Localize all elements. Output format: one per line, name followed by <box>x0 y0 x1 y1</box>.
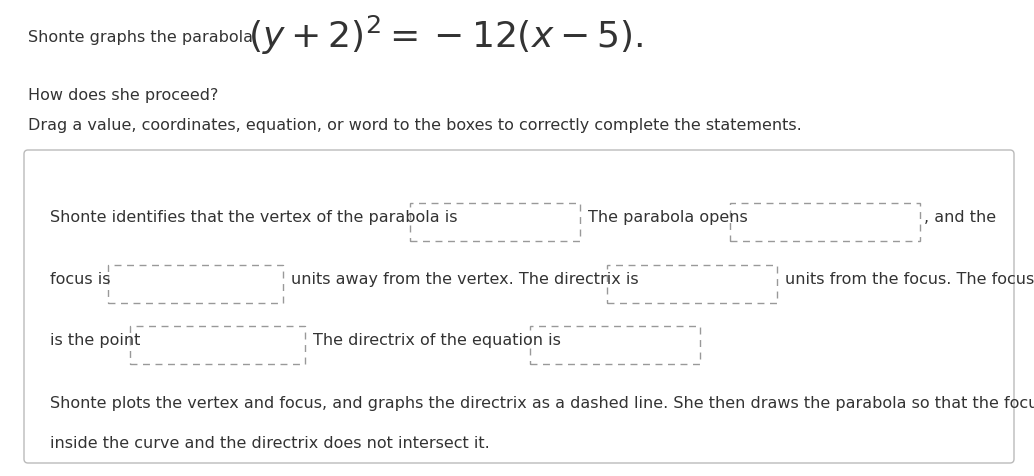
Text: focus is: focus is <box>50 271 111 287</box>
Bar <box>130 327 305 364</box>
FancyBboxPatch shape <box>24 151 1014 463</box>
Text: The parabola opens: The parabola opens <box>588 209 748 225</box>
Text: Shonte graphs the parabola: Shonte graphs the parabola <box>28 30 253 45</box>
Bar <box>730 204 920 241</box>
Text: The directrix of the equation is: The directrix of the equation is <box>313 332 560 347</box>
Text: Shonte plots the vertex and focus, and graphs the directrix as a dashed line. Sh: Shonte plots the vertex and focus, and g… <box>50 395 1034 410</box>
Text: units from the focus. The focus: units from the focus. The focus <box>785 271 1034 287</box>
Text: How does she proceed?: How does she proceed? <box>28 88 218 103</box>
Text: units away from the vertex. The directrix is: units away from the vertex. The directri… <box>291 271 639 287</box>
Text: Shonte identifies that the vertex of the parabola is: Shonte identifies that the vertex of the… <box>50 209 457 225</box>
Text: $\left(y + 2\right)^{2} = -12\left(x - 5\right).$: $\left(y + 2\right)^{2} = -12\left(x - 5… <box>248 14 643 57</box>
Bar <box>410 204 580 241</box>
Text: , and the: , and the <box>924 209 996 225</box>
Text: Drag a value, coordinates, equation, or word to the boxes to correctly complete : Drag a value, coordinates, equation, or … <box>28 118 801 133</box>
Text: is the point: is the point <box>50 332 141 347</box>
Bar <box>530 327 700 364</box>
Bar <box>108 266 283 303</box>
Text: inside the curve and the directrix does not intersect it.: inside the curve and the directrix does … <box>50 435 490 450</box>
Bar <box>607 266 777 303</box>
